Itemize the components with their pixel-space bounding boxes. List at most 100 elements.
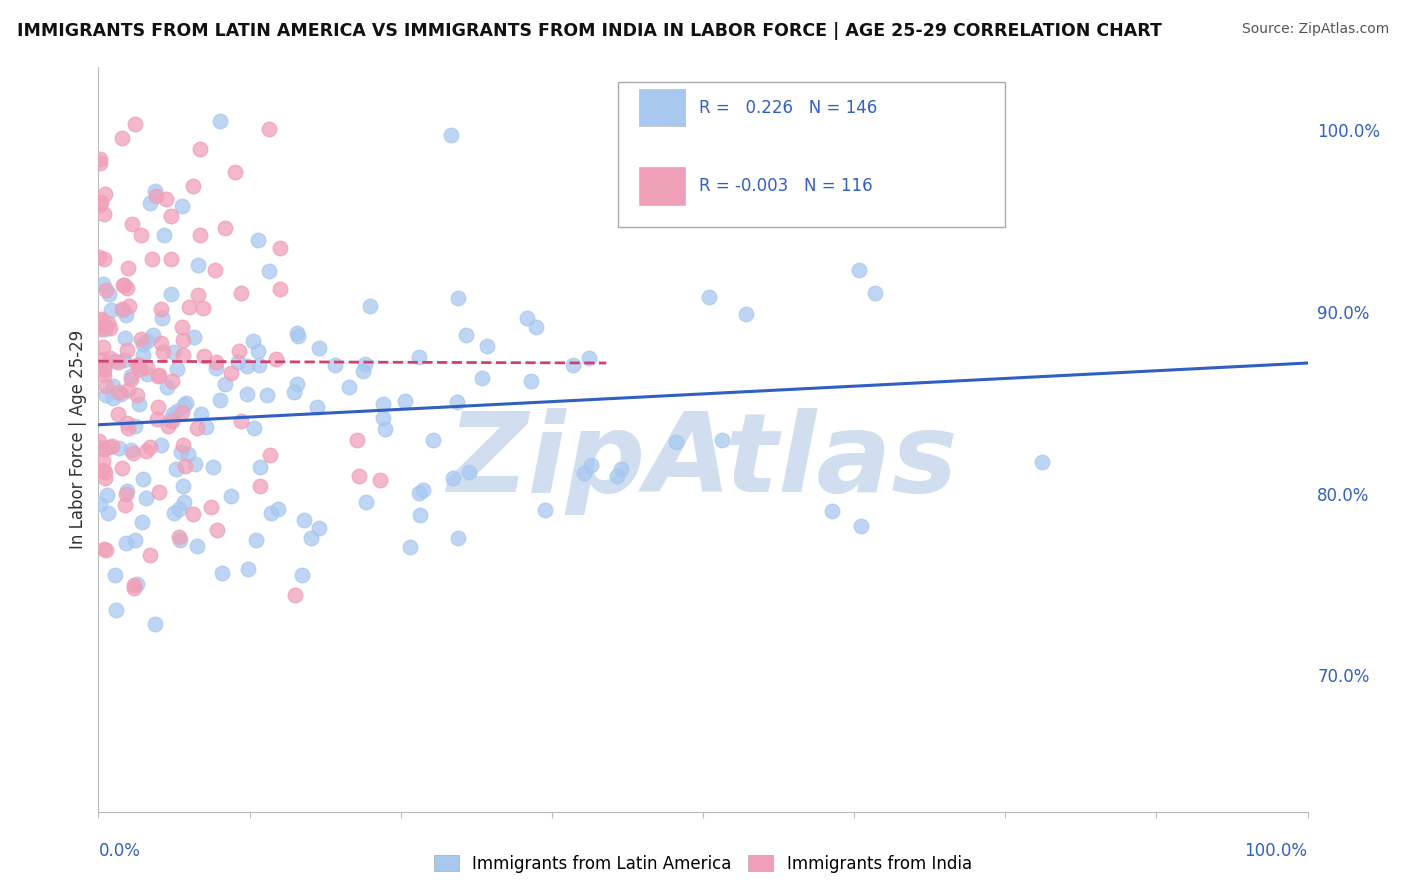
Point: [257, 121, 280, 136]
Point: [125, 577, 148, 591]
Point: [91, 277, 114, 292]
Point: [145, 412, 167, 426]
Point: [578, 351, 600, 366]
Point: [96, 488, 118, 502]
Point: [94, 318, 117, 333]
Point: [226, 354, 249, 368]
Point: [89, 434, 111, 449]
Point: [292, 513, 315, 527]
Point: [128, 397, 150, 411]
Point: [115, 417, 138, 431]
Point: [121, 442, 143, 457]
Point: [121, 217, 143, 231]
Point: [93, 207, 115, 221]
Point: [572, 466, 595, 480]
Point: [173, 398, 195, 412]
Point: [146, 400, 169, 414]
Point: [93, 465, 115, 479]
Point: [346, 433, 368, 447]
Point: [447, 291, 470, 305]
Point: [111, 302, 134, 317]
Point: [162, 506, 184, 520]
FancyBboxPatch shape: [619, 82, 1005, 227]
Point: [183, 330, 205, 344]
Point: [148, 368, 170, 383]
Point: [90, 195, 112, 210]
Point: [821, 504, 844, 518]
Point: [581, 458, 603, 472]
Point: [98, 351, 121, 365]
Point: [111, 131, 134, 145]
Point: [520, 374, 543, 388]
Legend: Immigrants from Latin America, Immigrants from India: Immigrants from Latin America, Immigrant…: [427, 848, 979, 880]
Point: [229, 413, 252, 427]
Point: [94, 186, 117, 201]
Point: [149, 336, 172, 351]
Point: [115, 308, 138, 322]
Point: [94, 379, 117, 393]
Point: [89, 156, 111, 170]
Point: [441, 471, 464, 485]
Point: [93, 442, 115, 457]
Point: [710, 434, 733, 448]
Point: [259, 507, 281, 521]
Point: [159, 209, 181, 223]
Point: [156, 419, 179, 434]
Point: [242, 334, 264, 348]
Point: [266, 352, 288, 367]
Point: [371, 410, 394, 425]
Point: [120, 371, 142, 385]
Point: [115, 343, 138, 357]
Point: [247, 344, 270, 359]
Point: [394, 393, 416, 408]
Point: [93, 368, 115, 382]
Point: [259, 448, 281, 462]
Point: [742, 138, 765, 153]
Point: [160, 287, 183, 301]
Point: [422, 433, 444, 447]
Point: [122, 582, 145, 596]
Point: [89, 440, 111, 454]
Point: [112, 303, 135, 318]
Point: [409, 508, 432, 523]
Point: [205, 361, 228, 376]
Point: [249, 358, 271, 372]
Point: [285, 326, 308, 340]
Point: [458, 465, 481, 479]
Point: [93, 541, 115, 556]
Point: [159, 413, 181, 427]
Point: [208, 392, 231, 407]
Point: [107, 355, 129, 369]
Point: [114, 498, 136, 512]
Point: [132, 336, 155, 351]
Point: [100, 439, 122, 453]
Point: [456, 327, 478, 342]
Point: [359, 299, 381, 313]
Point: [160, 252, 183, 266]
Point: [90, 312, 112, 326]
Point: [162, 345, 184, 359]
Point: [224, 165, 246, 179]
Point: [408, 350, 430, 364]
Point: [524, 320, 547, 334]
Point: [267, 502, 290, 516]
Point: [323, 359, 346, 373]
Point: [98, 321, 121, 335]
Point: [104, 568, 127, 582]
Point: [308, 342, 330, 356]
Point: [665, 435, 688, 450]
Point: [285, 377, 308, 392]
Point: [337, 380, 360, 394]
Point: [174, 396, 197, 410]
Point: [143, 617, 166, 632]
Point: [211, 566, 233, 581]
Point: [160, 374, 183, 388]
Point: [172, 348, 194, 362]
Point: [135, 444, 157, 458]
Point: [145, 189, 167, 203]
Point: [127, 358, 149, 372]
Point: [94, 322, 117, 336]
Point: [214, 376, 236, 391]
Point: [142, 328, 165, 343]
Point: [801, 169, 824, 184]
